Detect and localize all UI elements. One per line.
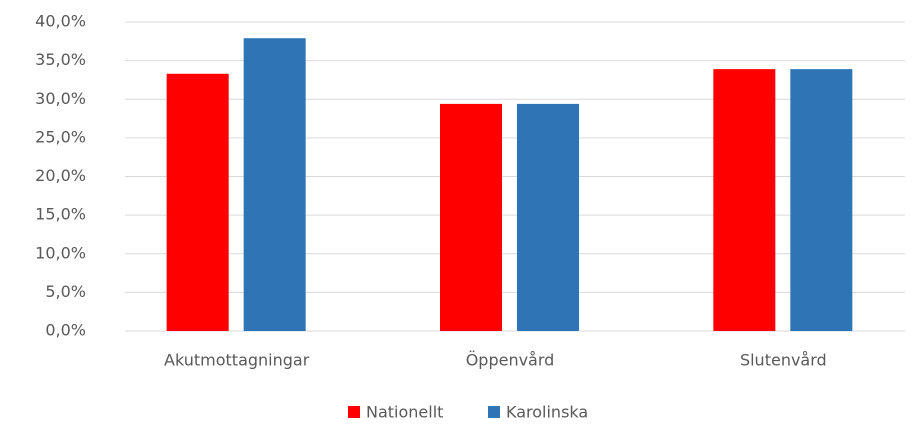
bar: [517, 103, 579, 331]
bar: [243, 38, 306, 331]
legend-swatch: [348, 406, 360, 418]
y-tick-label: 20,0%: [35, 166, 86, 185]
x-tick-label: Akutmottagningar: [164, 351, 310, 370]
x-tick-label: Öppenvård: [466, 351, 555, 370]
legend-label: Nationellt: [366, 403, 443, 422]
bar: [713, 69, 776, 331]
y-tick-label: 10,0%: [35, 243, 86, 262]
y-tick-label: 25,0%: [35, 127, 86, 146]
bar: [166, 73, 229, 331]
y-tick-label: 5,0%: [45, 282, 86, 301]
y-tick-label: 30,0%: [35, 89, 86, 108]
legend-label: Karolinska: [506, 403, 588, 422]
x-tick-label: Slutenvård: [740, 351, 827, 370]
y-tick-label: 35,0%: [35, 50, 86, 69]
y-tick-label: 15,0%: [35, 205, 86, 224]
y-tick-label: 0,0%: [45, 321, 86, 340]
bar: [790, 69, 853, 331]
bar: [440, 103, 502, 331]
y-tick-label: 40,0%: [35, 12, 86, 31]
legend-swatch: [488, 406, 500, 418]
